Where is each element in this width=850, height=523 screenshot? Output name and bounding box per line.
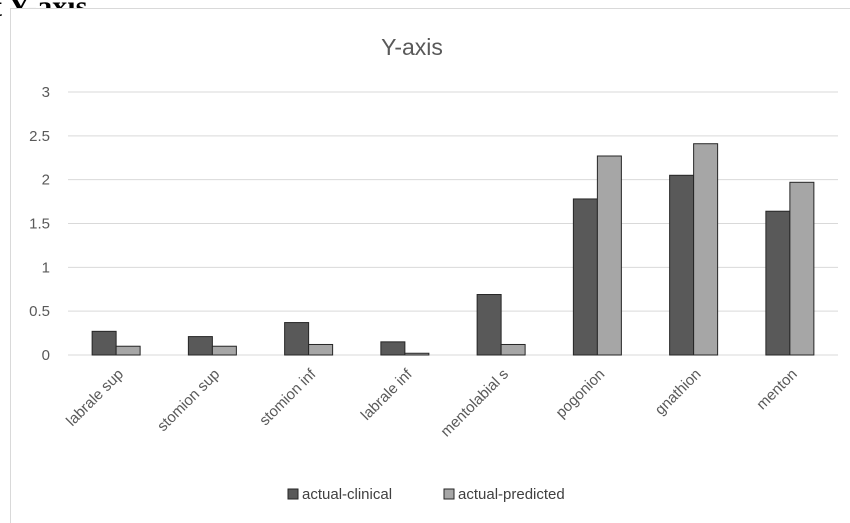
category-labels: labrale sup stomion sup stomion inf labrale… [63, 365, 801, 440]
legend-label: actual-predicted [458, 486, 565, 503]
bar-actual-clinical [572, 198, 598, 356]
bar-actual-clinical [91, 330, 117, 356]
bar-actual-predicted [211, 345, 237, 356]
bar-actual-predicted [789, 181, 815, 356]
bars-layer [91, 143, 815, 356]
x-category-label: stomion sup [154, 366, 223, 435]
legend-swatch [443, 488, 455, 500]
y-tick-label: 0.5 [29, 303, 50, 320]
bar-actual-clinical [476, 294, 502, 356]
x-category-label: labrale sup [63, 366, 127, 430]
y-tick-label: 2.5 [29, 128, 50, 145]
bar-actual-clinical [187, 336, 213, 356]
chart-title: Y-axis [381, 34, 443, 60]
bar-actual-clinical [380, 341, 406, 356]
x-category-label: stomion inf [256, 365, 320, 429]
legend: actual-clinical actual-predicted [287, 486, 565, 503]
y-tick-label: 0 [42, 347, 50, 364]
bar-actual-predicted [500, 343, 526, 356]
y-tick-label: 3 [42, 84, 50, 101]
bar-actual-predicted [115, 345, 141, 356]
y-tick-label: 1.5 [29, 216, 50, 233]
bar-actual-predicted [404, 352, 430, 356]
bar-actual-predicted [596, 155, 622, 356]
bar-actual-clinical [669, 174, 695, 356]
bar-actual-predicted [693, 143, 719, 356]
x-category-label: mentolabial s [437, 366, 512, 441]
bar-actual-predicted [308, 343, 334, 356]
legend-swatch [287, 488, 299, 500]
bar-actual-clinical [765, 210, 791, 356]
x-category-label: labrale inf [358, 365, 417, 424]
legend-label: actual-clinical [302, 486, 392, 503]
x-category-label: menton [753, 366, 800, 413]
y-tick-label: 2 [42, 172, 50, 189]
y-tick-label: 1 [42, 259, 50, 276]
x-category-label: pogonion [553, 366, 609, 422]
x-category-label: gnathion [652, 366, 705, 419]
bar-actual-clinical [284, 322, 310, 356]
